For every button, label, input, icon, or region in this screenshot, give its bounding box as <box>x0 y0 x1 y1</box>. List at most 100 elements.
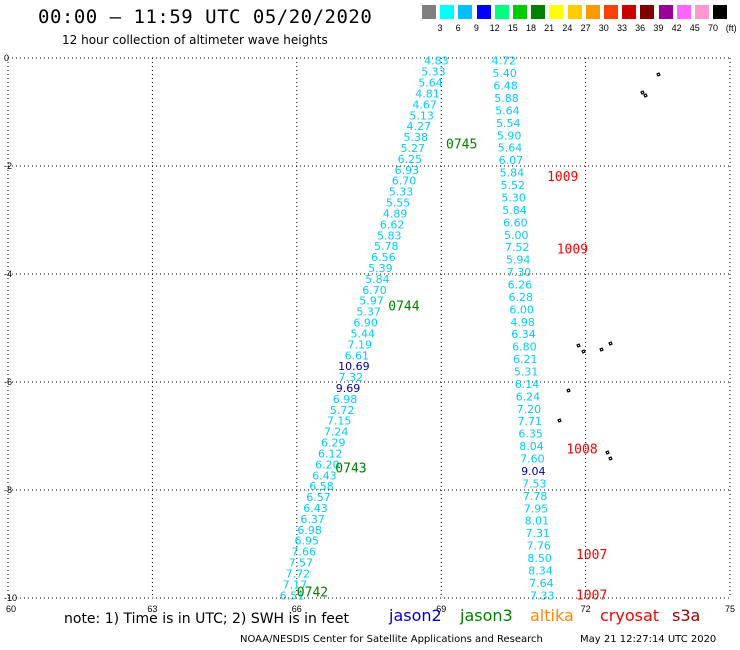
wave-height-value: 6.43 <box>312 469 337 482</box>
page-subtitle: 12 hour collection of altimeter wave hei… <box>62 33 328 47</box>
wave-height-value: 7.33 <box>530 589 555 602</box>
wave-height-value: 5.00 <box>504 229 529 242</box>
colorbar-swatch <box>640 5 655 19</box>
wave-height-value: 6.35 <box>518 428 543 441</box>
wave-height-value: 6.61 <box>345 349 370 362</box>
wave-height-value: 6.70 <box>362 284 387 297</box>
wave-height-value: 5.84 <box>502 204 527 217</box>
wave-height-value: 7.72 <box>286 567 311 580</box>
colorbar-swatch <box>567 5 582 19</box>
wave-height-value: 6.34 <box>511 328 536 341</box>
pass-time-label: 0745 <box>446 137 477 152</box>
coastline-islands <box>557 72 661 461</box>
wave-height-value: 6.37 <box>300 513 325 526</box>
wave-height-value: 7.17 <box>283 578 308 591</box>
wave-height-value: 6.48 <box>493 80 518 93</box>
wave-height-value: 6.58 <box>309 480 334 493</box>
colorbar-swatch <box>676 5 691 19</box>
wave-height-value: 4.72 <box>492 55 517 68</box>
wave-height-value: 9.04 <box>521 465 546 478</box>
colorbar-swatch <box>458 5 473 19</box>
colorbar-label: 21 <box>544 23 555 33</box>
wave-height-value: 6.93 <box>395 164 420 177</box>
pass-time-label: 1009 <box>557 243 588 258</box>
x-tick-label: 69 <box>436 604 446 614</box>
colorbar-label: 70 <box>707 23 718 33</box>
wave-height-value: 5.44 <box>350 327 375 340</box>
island-outline <box>643 93 648 98</box>
wave-height-value: 6.95 <box>294 535 319 548</box>
pass-time-label: 1007 <box>576 548 607 563</box>
island-outline <box>581 349 586 354</box>
x-tick-label: 66 <box>292 604 302 614</box>
island-outline <box>599 347 604 352</box>
wave-height-value: 5.83 <box>377 229 402 242</box>
wave-height-value: 5.54 <box>496 117 521 130</box>
wave-height-value: 7.32 <box>339 371 364 384</box>
axis-ticks: 60 63 66 69 72 75 0 -2 -4 -6 -8 -10 <box>4 53 735 614</box>
wave-height-value: 7.30 <box>507 266 532 279</box>
island-outline <box>640 90 645 95</box>
x-tick-label: 72 <box>581 604 591 614</box>
colorbar-label: 12 <box>489 23 500 33</box>
colorbar-label: 42 <box>671 23 682 33</box>
legend-item-cryosat: cryosat <box>600 606 660 625</box>
wave-height-value: 6.57 <box>306 491 331 504</box>
wave-height-value: 4.89 <box>383 207 408 220</box>
y-tick-label: -10 <box>4 593 17 603</box>
wave-height-value: 5.38 <box>404 131 429 144</box>
wave-height-value: 5.90 <box>497 129 522 142</box>
wave-height-value: 5.84 <box>500 167 525 180</box>
legend-item-s3a: s3a <box>672 606 701 625</box>
x-tick-label: 60 <box>6 604 16 614</box>
wave-height-value: 8.50 <box>527 552 552 565</box>
wave-height-value: 5.72 <box>330 404 355 417</box>
colorbar-label: (ft) <box>725 23 737 33</box>
wave-height-value: 5.94 <box>506 254 531 267</box>
y-tick-label: 0 <box>4 53 9 63</box>
wave-height-value: 9.69 <box>336 382 361 395</box>
timestamp-text: May 21 12:27:14 UTC 2020 <box>580 634 717 645</box>
wave-height-value: 6.26 <box>508 278 533 291</box>
wave-height-value: 7.24 <box>324 426 349 439</box>
wave-height-value: 7.15 <box>327 415 352 428</box>
page-title: 00:00 – 11:59 UTC 05/20/2020 <box>38 6 373 28</box>
colorbar-swatch <box>422 5 436 19</box>
units-note: note: 1) Time is in UTC; 2) SWH is in fe… <box>64 611 350 627</box>
colorbar-swatch <box>549 5 564 19</box>
map-grid <box>7 57 731 599</box>
wave-height-value: 5.88 <box>494 92 519 105</box>
wave-height-value: 5.97 <box>359 295 384 308</box>
wave-height-value: 10.69 <box>338 360 370 373</box>
wave-height-value: 5.55 <box>386 197 411 210</box>
wave-height-value: 8.04 <box>519 440 544 453</box>
wave-height-value: 6.12 <box>318 447 343 460</box>
wave-height-value: 4.98 <box>510 316 535 329</box>
wave-height-value: 6.00 <box>509 303 534 316</box>
colorbar-swatch <box>476 5 491 19</box>
wave-height-value: 7.64 <box>529 577 554 590</box>
wave-height-value: 5.33 <box>421 66 446 79</box>
legend-item-altika: altika <box>530 606 574 625</box>
wave-height-value: 6.56 <box>371 251 396 264</box>
pass-time-label: 1008 <box>566 443 597 458</box>
wave-height-value: 4.27 <box>406 120 431 133</box>
y-tick-label: -6 <box>4 377 12 387</box>
wave-height-value: 5.64 <box>495 104 520 117</box>
y-tick-label: -2 <box>4 161 12 171</box>
wave-height-value: 6.90 <box>353 317 378 330</box>
colorbar-label: 39 <box>653 23 664 33</box>
island-outline <box>656 72 661 77</box>
colorbar-swatch <box>713 5 728 19</box>
wave-height-value: 6.98 <box>297 524 322 537</box>
wave-height-value: 6.20 <box>315 458 340 471</box>
wave-height-value: 7.71 <box>517 415 542 428</box>
wave-height-value: 5.78 <box>374 240 399 253</box>
island-outline <box>605 450 610 455</box>
wave-height-value: 7.19 <box>348 338 373 351</box>
y-tick-label: -8 <box>4 485 12 495</box>
colorbar-label: 9 <box>473 23 479 33</box>
wave-height-value: 7.52 <box>505 241 530 254</box>
colorbar-swatch <box>622 5 637 19</box>
